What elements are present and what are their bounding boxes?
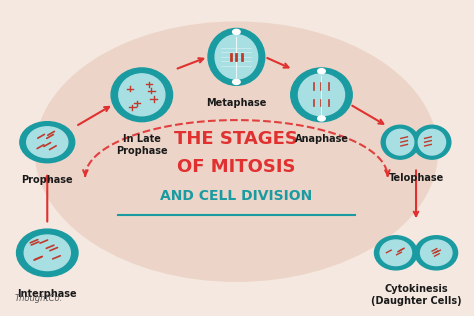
Ellipse shape [291,68,352,122]
Circle shape [233,29,240,34]
Text: Interphase: Interphase [18,289,77,299]
Text: ThoughtCo.: ThoughtCo. [14,295,63,303]
Ellipse shape [27,127,68,158]
Text: Cytokinesis
(Daughter Cells): Cytokinesis (Daughter Cells) [371,284,461,306]
Ellipse shape [386,129,414,155]
Ellipse shape [415,236,457,270]
Circle shape [233,79,240,84]
Circle shape [318,116,325,121]
Ellipse shape [380,240,411,265]
Text: OF MITOSIS: OF MITOSIS [177,159,296,176]
Ellipse shape [36,22,438,281]
Circle shape [318,69,325,74]
Ellipse shape [111,68,173,122]
Ellipse shape [420,240,452,265]
Text: In Late
Prophase: In Late Prophase [116,134,168,156]
Ellipse shape [215,35,258,79]
Ellipse shape [119,74,165,116]
Ellipse shape [20,122,75,163]
Ellipse shape [24,235,70,270]
Text: Prophase: Prophase [21,175,73,185]
Ellipse shape [17,229,78,276]
Ellipse shape [374,236,417,270]
Ellipse shape [208,28,265,85]
Text: Metaphase: Metaphase [206,98,266,108]
Text: AND CELL DIVISION: AND CELL DIVISION [160,189,312,203]
Ellipse shape [413,125,451,159]
Text: Telophase: Telophase [388,173,444,183]
Text: THE STAGES: THE STAGES [174,130,298,148]
Ellipse shape [419,129,446,155]
Ellipse shape [299,74,345,116]
Text: Anaphase: Anaphase [294,134,348,144]
Ellipse shape [381,125,419,159]
